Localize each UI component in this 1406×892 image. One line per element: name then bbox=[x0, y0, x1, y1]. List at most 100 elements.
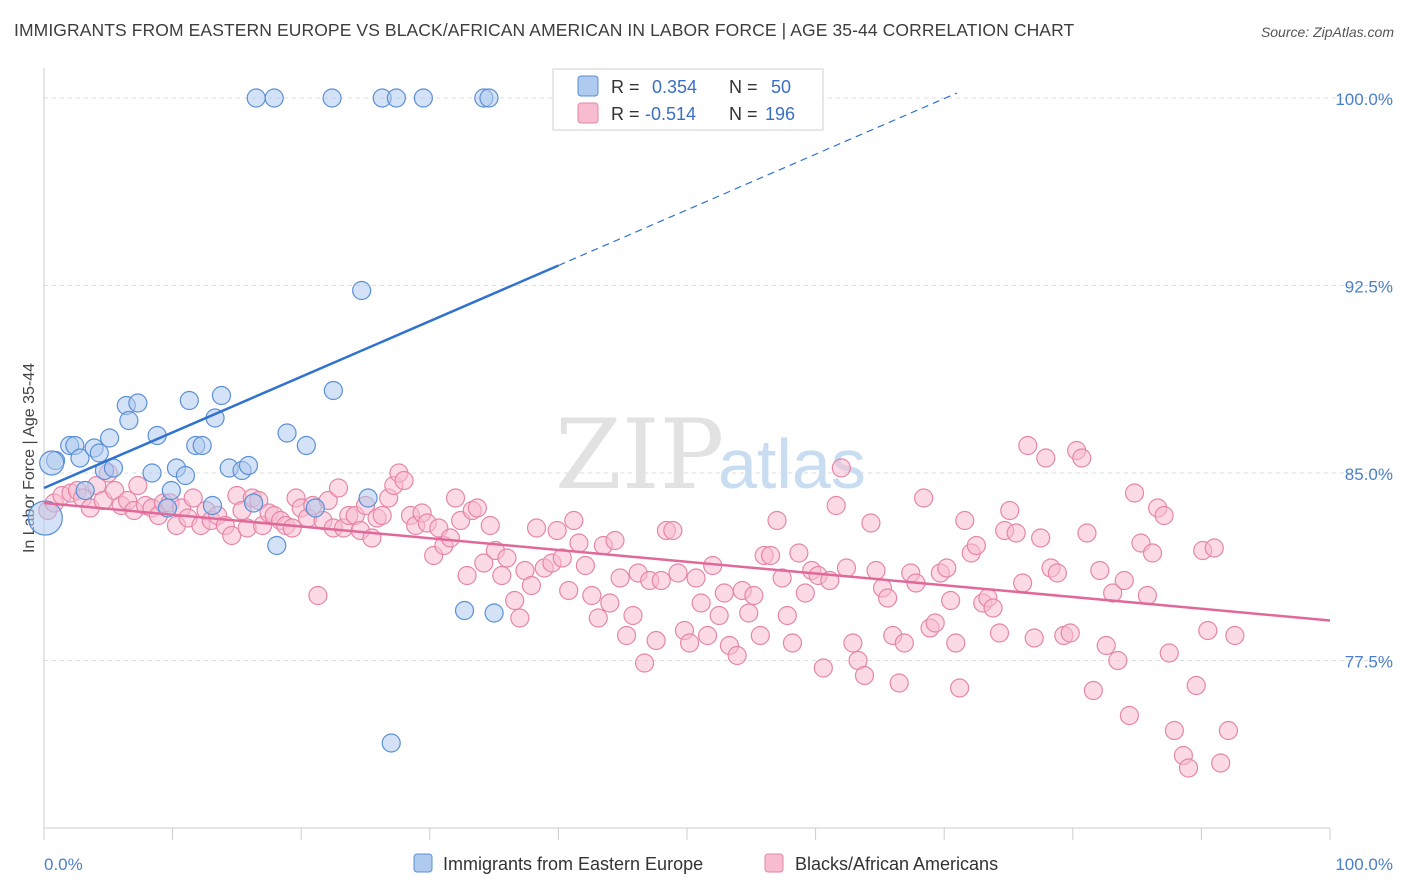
gridlines bbox=[44, 97, 1393, 661]
bottom-legend-blue-swatch bbox=[413, 853, 433, 873]
pink-point bbox=[861, 513, 881, 533]
blue-point bbox=[386, 88, 406, 108]
pink-point bbox=[739, 603, 759, 623]
pink-point bbox=[616, 625, 637, 646]
pink-point bbox=[813, 658, 833, 678]
pink-point bbox=[526, 518, 547, 538]
blue-point bbox=[175, 465, 196, 486]
pink-point bbox=[605, 530, 625, 551]
blue-point bbox=[479, 88, 499, 108]
legend-pink-r-value: -0.514 bbox=[645, 104, 696, 124]
pink-point bbox=[510, 608, 530, 628]
pink-point bbox=[714, 583, 734, 603]
pink-point bbox=[1060, 623, 1080, 643]
blue-point bbox=[89, 443, 109, 463]
blue-point bbox=[179, 390, 199, 411]
pink-point bbox=[663, 520, 683, 541]
chart-title: IMMIGRANTS FROM EASTERN EUROPE VS BLACK/… bbox=[14, 20, 1075, 40]
pink-point bbox=[1024, 628, 1044, 648]
pink-point bbox=[610, 568, 630, 588]
pink-point bbox=[760, 545, 781, 566]
pink-point bbox=[1072, 448, 1092, 468]
pink-point bbox=[1103, 583, 1123, 603]
pink-point bbox=[467, 498, 487, 518]
pink-point bbox=[878, 588, 898, 608]
pink-point bbox=[750, 625, 770, 646]
bottom-legend-pink-swatch bbox=[764, 853, 784, 873]
legend-blue-n-value: 50 bbox=[771, 77, 791, 97]
pink-point bbox=[1211, 753, 1231, 773]
pink-point bbox=[582, 585, 602, 606]
blue-point bbox=[413, 88, 433, 108]
pink-point bbox=[668, 563, 688, 583]
pink-point bbox=[795, 583, 815, 603]
pink-point bbox=[222, 525, 242, 546]
pink-point bbox=[1225, 625, 1245, 646]
pink-point bbox=[946, 633, 966, 653]
pink-point bbox=[497, 548, 517, 568]
pink-point bbox=[394, 470, 414, 491]
pink-point bbox=[1204, 538, 1224, 558]
blue-point bbox=[264, 88, 284, 108]
pink-point bbox=[1013, 573, 1033, 593]
blue-point bbox=[27, 500, 63, 536]
pink-point bbox=[569, 533, 589, 553]
pink-point bbox=[697, 625, 718, 646]
pink-point bbox=[505, 590, 525, 611]
pink-point bbox=[552, 548, 572, 568]
pink-point bbox=[843, 633, 863, 653]
pink-point bbox=[308, 585, 328, 606]
blue-point bbox=[211, 385, 232, 406]
blue-point bbox=[484, 603, 504, 623]
pink-point bbox=[789, 543, 809, 563]
blue-series-points bbox=[27, 88, 504, 753]
pink-point bbox=[128, 475, 148, 496]
pink-point bbox=[1036, 448, 1056, 468]
pink-point bbox=[1154, 505, 1174, 526]
pink-point bbox=[564, 510, 584, 531]
blue-point bbox=[39, 450, 65, 476]
pink-point bbox=[480, 515, 500, 536]
pink-point bbox=[709, 605, 729, 626]
pink-point bbox=[372, 505, 392, 526]
pink-point bbox=[1000, 500, 1020, 521]
source-credit: Source: ZipAtlas.com bbox=[1260, 24, 1394, 40]
pink-point bbox=[727, 645, 747, 666]
pink-point bbox=[623, 605, 643, 626]
pink-point bbox=[445, 488, 466, 508]
pink-point bbox=[1114, 570, 1134, 591]
pink-point bbox=[955, 510, 975, 531]
blue-point bbox=[381, 733, 401, 753]
bottom-legend-pink-label: Blacks/African Americans bbox=[795, 854, 998, 874]
blue-point bbox=[277, 423, 297, 443]
pink-point bbox=[492, 565, 512, 586]
blue-point bbox=[128, 393, 148, 413]
pink-point bbox=[854, 665, 875, 686]
pink-point bbox=[1186, 675, 1206, 696]
pink-point bbox=[1096, 635, 1116, 656]
blue-point bbox=[70, 448, 90, 468]
legend-blue-r-label: R = bbox=[611, 77, 640, 97]
pink-point bbox=[282, 518, 302, 538]
pink-point bbox=[559, 580, 579, 601]
pink-point bbox=[1159, 643, 1179, 663]
pink-point bbox=[826, 495, 846, 516]
pink-point bbox=[521, 575, 541, 596]
pink-point bbox=[782, 633, 803, 653]
pink-point bbox=[1083, 680, 1103, 701]
y-tick-labels: 77.5% 85.0% 92.5% 100.0% bbox=[1335, 90, 1393, 672]
legend-pink-n-label: N = bbox=[729, 104, 758, 124]
pink-point bbox=[1018, 435, 1038, 456]
bottom-legend: Immigrants from Eastern Europe Blacks/Af… bbox=[413, 853, 998, 874]
legend-blue-swatch bbox=[577, 75, 599, 97]
pink-point bbox=[937, 558, 957, 578]
pink-point bbox=[894, 633, 914, 653]
pink-point bbox=[1006, 523, 1026, 543]
pink-point bbox=[1090, 560, 1110, 581]
watermark-zip: ZIP bbox=[555, 399, 724, 511]
x-tick-min: 0.0% bbox=[44, 855, 83, 874]
pink-point bbox=[866, 560, 886, 581]
legend-blue-n-label: N = bbox=[729, 77, 758, 97]
pink-point bbox=[1119, 705, 1139, 726]
blue-point bbox=[296, 435, 316, 456]
